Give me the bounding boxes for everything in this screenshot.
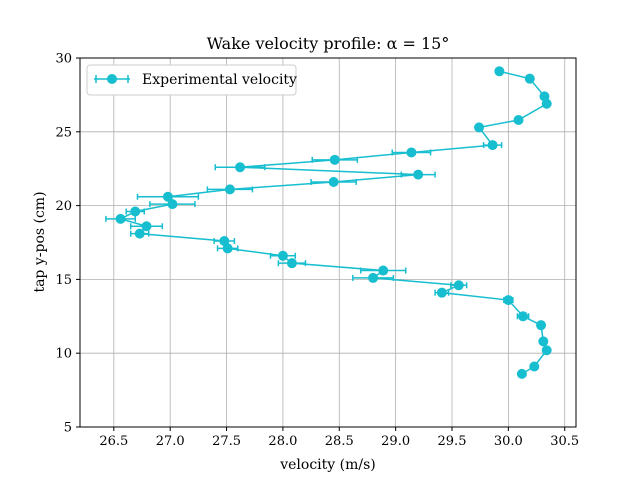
x-tick-label: 30.5 [550,434,579,449]
data-point [115,213,126,224]
data-point [524,73,535,84]
legend-box [86,64,297,96]
y-tick-label: 20 [55,199,72,214]
data-point [328,176,339,187]
data-point [474,122,485,133]
x-tick-label: 30.0 [494,434,523,449]
data-point [222,243,233,254]
data-point [541,345,552,356]
series-line [118,70,548,375]
x-tick-label: 26.5 [99,434,128,449]
data-point [503,295,514,306]
data-point [453,280,464,291]
data-point [516,368,527,379]
plot-area [80,58,576,427]
x-tick-label: 27.5 [212,434,241,449]
data-point [286,258,297,269]
data-point [541,98,552,109]
y-tick-label: 15 [55,273,72,288]
y-axis: 5 10 15 20 25 30 [55,52,80,436]
chart-title: Wake velocity profile: α = 15° [207,34,450,53]
data-point [134,228,145,239]
grid [80,57,576,428]
data-point [235,162,246,173]
x-tick-label: 28.5 [325,434,354,449]
x-tick-label: 27.0 [156,434,185,449]
x-tick-label: 28.0 [268,434,297,449]
data-point [224,184,235,195]
data-point [406,147,417,158]
data-point [529,361,540,372]
data-point [378,265,389,276]
data-point [494,66,505,77]
data-point [368,272,379,283]
x-tick-label: 29.0 [381,434,410,449]
series-experimental-velocity [115,66,552,379]
x-axis-label: velocity (m/s) [279,457,376,473]
data-point [167,199,178,210]
data-point [162,191,173,202]
y-tick-label: 10 [55,347,72,362]
legend: Experimental velocity [86,64,297,96]
data-point [487,140,498,151]
data-point [436,287,447,298]
data-point [413,169,424,180]
data-point [538,336,549,347]
data-point [329,154,340,165]
x-axis: 26.5 27.0 27.5 28.0 28.5 29.0 29.5 30.0 30.5 [99,427,579,449]
y-tick-label: 30 [55,52,72,67]
legend-marker [107,74,117,84]
y-tick-label: 25 [55,125,72,140]
data-point [141,221,152,232]
data-point [277,250,288,261]
x-tick-label: 29.5 [438,434,467,449]
data-point [513,114,524,125]
y-axis-label: tap y-pos (cm) [32,191,48,292]
plot-frame [79,57,577,428]
data-point [518,311,529,322]
y-tick-label: 5 [64,421,72,436]
data-point [130,206,141,217]
data-point [536,320,547,331]
legend-label: Experimental velocity [142,72,297,88]
